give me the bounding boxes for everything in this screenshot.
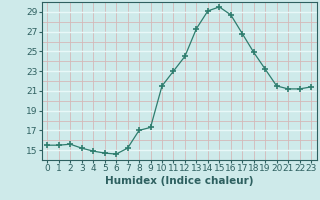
X-axis label: Humidex (Indice chaleur): Humidex (Indice chaleur) [105,176,253,186]
